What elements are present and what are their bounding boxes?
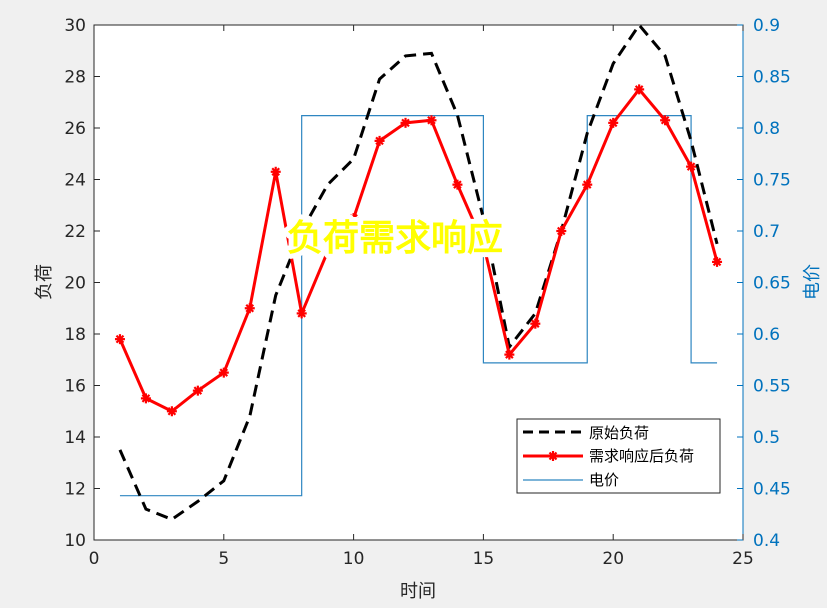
response-point-marker (634, 84, 645, 95)
legend: 原始负荷 需求响应后负荷 电价 (516, 418, 721, 494)
y-axis-right-label: 电价 (802, 264, 823, 300)
y-left-tick-label: 18 (64, 325, 86, 345)
response-point-marker (530, 318, 541, 329)
series-line-price (119, 115, 718, 497)
x-tick-label: 0 (89, 549, 100, 569)
y-left-tick-label: 28 (64, 68, 86, 88)
response-point-marker (608, 117, 619, 128)
response-point-marker (504, 349, 515, 360)
response-point-marker (452, 179, 463, 190)
x-tick-label: 10 (343, 549, 365, 569)
response-point-marker (400, 117, 411, 128)
response-point-marker (114, 334, 125, 345)
y-left-tick-label: 14 (64, 428, 86, 448)
legend-star-icon (548, 451, 558, 461)
x-tick-label: 15 (473, 549, 495, 569)
response-point-marker (582, 179, 593, 190)
y-left-tick-label: 26 (64, 119, 86, 139)
y-right-tick-label: 0.45 (753, 480, 791, 500)
y-right-tick-label: 0.85 (753, 68, 791, 88)
series-layer (114, 22, 723, 522)
legend-marker-response (548, 451, 558, 461)
y-left-tick-label: 30 (64, 16, 86, 36)
response-point-marker (556, 226, 567, 236)
response-point-marker (660, 115, 671, 126)
response-point-marker (686, 161, 697, 172)
response-point-marker (166, 406, 177, 417)
overlay-title: 负荷需求响应 (287, 218, 503, 259)
response-point-marker (244, 303, 255, 314)
y-right-tick-label: 0.65 (753, 274, 791, 294)
response-point-marker (270, 166, 281, 177)
response-point-marker (426, 115, 437, 126)
series-line-response (118, 86, 719, 414)
y-axis-left-label: 负荷 (34, 264, 55, 300)
x-tick-label: 5 (218, 549, 229, 569)
y-right-tick-label: 0.9 (753, 16, 780, 36)
y-right-tick-label: 0.5 (753, 428, 780, 448)
y-right-tick-label: 0.7 (753, 222, 780, 242)
y-right-tick-label: 0.6 (753, 325, 780, 345)
response-point-marker (140, 393, 151, 404)
response-point-marker (348, 213, 359, 224)
response-point-marker (218, 367, 229, 378)
x-axis-label: 时间 (400, 581, 436, 602)
response-point-marker (322, 246, 333, 257)
y-left-tick-label: 24 (64, 171, 86, 191)
y-right-tick-label: 0.8 (753, 119, 780, 139)
response-point-marker (192, 385, 203, 396)
response-point-marker (712, 256, 723, 267)
y-left-tick-label: 10 (64, 531, 86, 551)
y-left-tick-label: 16 (64, 377, 86, 397)
y-right-tick-label: 0.75 (753, 171, 791, 191)
legend-label-original: 原始负荷 (589, 424, 649, 442)
y-right-tick-label: 0.55 (753, 377, 791, 397)
y-right-tick-label: 0.4 (753, 531, 780, 551)
x-tick-label: 25 (732, 549, 754, 569)
legend-label-response: 需求响应后负荷 (589, 447, 694, 465)
y-left-tick-label: 20 (64, 274, 86, 294)
axis-layer: 0 5 10 15 20 25 10 12 14 16 18 20 22 24 26 28 30 0.4 0.45 0… (64, 16, 791, 569)
response-point-marker (296, 308, 307, 319)
response-point-marker (374, 135, 385, 146)
legend-label-price: 电价 (589, 471, 619, 489)
y-left-tick-label: 12 (64, 480, 86, 500)
x-tick-label: 20 (602, 549, 624, 569)
y-left-tick-label: 22 (64, 222, 86, 242)
response-point-marker (478, 238, 489, 249)
